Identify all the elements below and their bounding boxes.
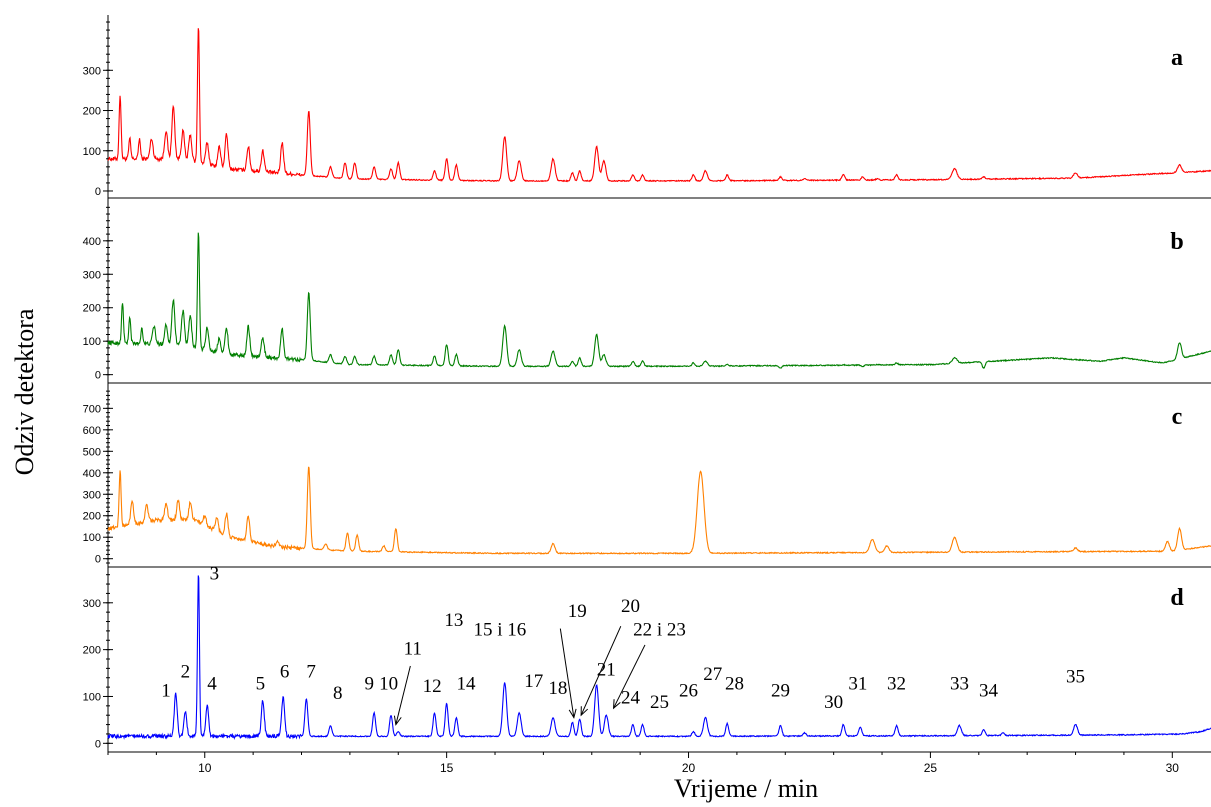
peak-label-8: 8 — [333, 683, 343, 704]
peak-label-35: 35 — [1066, 666, 1085, 687]
peak-label-2: 2 — [181, 662, 191, 683]
annotation-arrow-2 — [580, 626, 622, 716]
peak-label-25: 25 — [650, 692, 669, 713]
peak-label-10: 10 — [379, 673, 398, 694]
peak-label-31: 31 — [848, 673, 867, 694]
peak-label-32: 32 — [887, 673, 906, 694]
y-tick-label-c-6: 600 — [83, 425, 101, 437]
panel-letter-c: c — [1172, 404, 1183, 430]
annotation-arrowhead-0 — [393, 715, 402, 726]
peak-label-9: 9 — [364, 673, 374, 694]
panel-letter-a: a — [1171, 45, 1183, 71]
peak-label-6: 6 — [280, 662, 290, 683]
peak-label-28: 28 — [725, 673, 744, 694]
peak-label-34: 34 — [979, 680, 999, 701]
panel-b: 0 100 200 300 400 b — [83, 198, 1211, 384]
y-tick-label-c-5: 500 — [83, 446, 101, 458]
peak-label-14: 14 — [456, 673, 476, 694]
peak-label-1: 1 — [161, 680, 171, 701]
x-tick-label-30: 30 — [1166, 761, 1180, 775]
y-tick-label-b-0: 0 — [95, 370, 101, 382]
peak-label-11: 11 — [404, 638, 422, 659]
panel-letter-d: d — [1170, 585, 1184, 611]
peak-label-22-i-23: 22 i 23 — [633, 620, 686, 641]
peak-label-21: 21 — [597, 659, 616, 680]
annotation-arrow-1 — [559, 628, 575, 718]
annotation-arrow-0 — [395, 665, 411, 725]
y-tick-label-b-3: 300 — [83, 269, 101, 281]
peak-label-30: 30 — [824, 692, 843, 713]
peak-label-7: 7 — [306, 662, 316, 683]
annotation-arrowhead-3 — [612, 699, 621, 710]
peak-label-15-i-16: 15 i 16 — [473, 620, 526, 641]
x-tick-label-25: 25 — [924, 761, 938, 775]
peak-label-4: 4 — [207, 673, 217, 694]
peak-label-33: 33 — [950, 673, 969, 694]
y-tick-label-c-3: 300 — [83, 489, 101, 501]
panel-a: 0 100 200 300 a — [83, 15, 1211, 199]
x-tick-label-20: 20 — [682, 761, 696, 775]
x-axis-title: Vrijeme / min — [674, 774, 818, 803]
peak-label-26: 26 — [679, 680, 698, 701]
peak-label-27: 27 — [703, 664, 722, 685]
annotation-arrow-3 — [613, 644, 646, 709]
annotation-arrowhead-2 — [580, 706, 589, 717]
y-tick-label-a-0: 0 — [95, 186, 101, 198]
panel-letter-b: b — [1170, 229, 1183, 255]
peak-label-24: 24 — [621, 688, 641, 709]
x-tick-label-10: 10 — [198, 761, 212, 775]
x-tick-label-15: 15 — [440, 761, 454, 775]
y-tick-label-b-2: 200 — [83, 303, 101, 315]
peak-label-3: 3 — [210, 563, 220, 584]
peak-label-19: 19 — [568, 601, 587, 622]
peak-label-29: 29 — [771, 680, 790, 701]
y-tick-label-c-1: 100 — [83, 532, 101, 544]
trace-d — [107, 575, 1211, 741]
peak-label-18: 18 — [548, 678, 567, 699]
trace-a — [107, 28, 1211, 183]
y-tick-label-c-7: 700 — [83, 403, 101, 415]
y-tick-label-b-1: 100 — [83, 336, 101, 348]
y-tick-label-d-2: 200 — [83, 645, 101, 657]
y-axis-title: Odziv detektora — [10, 308, 39, 475]
peak-label-20: 20 — [621, 596, 640, 617]
x-axis: 10 15 20 25 30 — [107, 751, 1211, 775]
y-tick-label-c-0: 0 — [95, 554, 101, 566]
annotation-arrowhead-1 — [568, 708, 577, 719]
peak-label-17: 17 — [524, 671, 543, 692]
trace-b — [107, 232, 1211, 370]
y-tick-label-a-3: 300 — [83, 65, 101, 77]
y-tick-label-c-2: 200 — [83, 511, 101, 523]
y-tick-label-d-0: 0 — [95, 738, 101, 750]
y-tick-label-a-1: 100 — [83, 146, 101, 158]
y-tick-label-b-4: 400 — [83, 236, 101, 248]
peak-label-5: 5 — [256, 673, 266, 694]
y-tick-label-c-4: 400 — [83, 468, 101, 480]
y-tick-label-a-2: 200 — [83, 106, 101, 118]
peak-label-13: 13 — [444, 610, 463, 631]
y-tick-label-d-3: 300 — [83, 598, 101, 610]
trace-c — [107, 466, 1211, 555]
panel-c: 0 100 200 300 400 500 600 700 c — [83, 383, 1211, 568]
peak-label-12: 12 — [423, 676, 442, 697]
y-tick-label-d-1: 100 — [83, 691, 101, 703]
